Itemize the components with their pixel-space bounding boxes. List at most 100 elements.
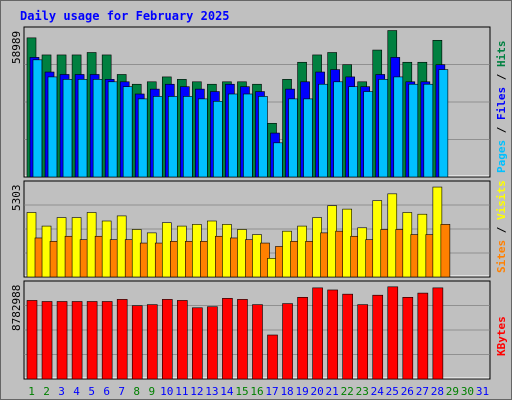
series-label-part-visits-sites-2: Visits [495,180,508,220]
bar-visits-16 [252,234,262,278]
bar-kbytes-14 [222,298,233,380]
bar-visits-24 [372,200,383,278]
day-label-17: 17 [265,385,278,398]
bar-visits-15 [237,229,247,278]
bar-kbytes-6 [101,301,113,380]
day-label-23: 23 [356,385,369,398]
day-label-19: 19 [295,385,308,398]
bar-pages-18 [288,98,298,178]
bar-kbytes-3 [56,301,68,380]
bar-kbytes-17 [267,334,278,380]
bar-kbytes-23 [357,304,369,380]
bar-pages-24 [378,79,389,178]
bar-kbytes-12 [192,307,203,380]
bar-pages-4 [77,79,88,178]
day-label-29: 29 [446,385,459,398]
bar-visits-23 [357,227,368,278]
bar-pages-26 [408,83,419,178]
day-label-5: 5 [88,385,95,398]
bar-pages-27 [423,83,434,178]
bar-pages-14 [228,93,238,178]
series-label-part-hits-files-pages-4: Hits [495,40,508,68]
bar-visits-21 [327,205,337,278]
bar-visits-6 [101,220,112,278]
day-label-31: 31 [476,385,489,398]
bar-visits-20 [312,217,322,278]
bar-visits-13 [207,220,217,278]
bar-visits-5 [86,212,97,278]
bar-pages-19 [303,98,313,178]
bar-pages-21 [333,81,343,178]
series-label-part-visits-sites-1: / [495,220,508,240]
bar-kbytes-9 [146,304,158,380]
bar-kbytes-1 [26,300,38,380]
day-label-16: 16 [250,385,263,398]
bar-pages-7 [122,86,133,178]
day-label-30: 30 [461,385,474,398]
day-label-27: 27 [416,385,429,398]
bar-visits-9 [146,232,157,278]
bar-visits-18 [282,230,292,278]
bar-kbytes-2 [41,301,53,380]
day-label-15: 15 [235,385,248,398]
bar-pages-12 [198,98,208,178]
bar-pages-10 [167,96,178,178]
bar-visits-26 [402,212,413,278]
bar-kbytes-16 [252,304,263,380]
series-label-part-kbytes-0: KBytes [495,316,508,356]
bar-pages-1 [32,59,43,178]
series-label-part-hits-files-pages-2: Files [495,86,508,120]
day-label-12: 12 [190,385,203,398]
day-label-26: 26 [401,385,414,398]
bar-visits-2 [41,225,52,278]
bar-visits-19 [297,225,307,278]
bar-kbytes-11 [177,300,188,380]
bar-visits-8 [131,229,142,278]
series-label-part-hits-files-pages-0: Pages [495,139,508,173]
bar-visits-22 [342,208,352,278]
day-label-18: 18 [280,385,293,398]
bar-kbytes-5 [86,301,98,380]
bar-kbytes-15 [237,299,248,380]
bar-kbytes-24 [372,294,384,380]
day-label-6: 6 [103,385,110,398]
bar-visits-17 [267,258,277,278]
bar-kbytes-8 [131,305,143,380]
bar-pages-22 [348,86,358,178]
bar-pages-15 [243,93,253,178]
bar-pages-9 [152,96,163,178]
bar-pages-2 [47,76,58,178]
series-label-visits-sites: Sites / Visits [495,180,508,273]
day-label-24: 24 [371,385,385,398]
bar-visits-14 [222,224,232,278]
day-label-11: 11 [175,385,188,398]
day-label-9: 9 [148,385,155,398]
series-label-kbytes: KBytes [495,316,508,356]
bar-kbytes-20 [312,287,323,380]
bar-visits-28 [432,186,443,278]
day-label-2: 2 [43,385,50,398]
bar-pages-13 [213,101,223,178]
bar-pages-8 [137,98,148,178]
bar-pages-28 [438,69,449,178]
max-label-kbytes: 8782988 [10,284,23,332]
day-label-3: 3 [58,385,65,398]
bar-pages-3 [62,79,73,178]
bar-kbytes-18 [282,303,293,380]
day-label-20: 20 [311,385,324,398]
series-label-part-visits-sites-0: Sites [495,239,508,273]
day-label-13: 13 [205,385,218,398]
series-label-part-hits-files-pages-1: / [495,120,508,140]
chart-title: Daily usage for February 2025 [20,9,230,23]
day-label-21: 21 [326,385,339,398]
day-label-25: 25 [386,385,399,398]
bar-kbytes-21 [327,289,338,380]
bar-visits-25 [387,193,398,278]
day-label-10: 10 [160,385,173,398]
bar-visits-4 [71,217,82,278]
bar-kbytes-13 [207,306,218,380]
bar-visits-12 [192,224,202,278]
max-label-hits-files-pages: 58989 [10,30,23,64]
